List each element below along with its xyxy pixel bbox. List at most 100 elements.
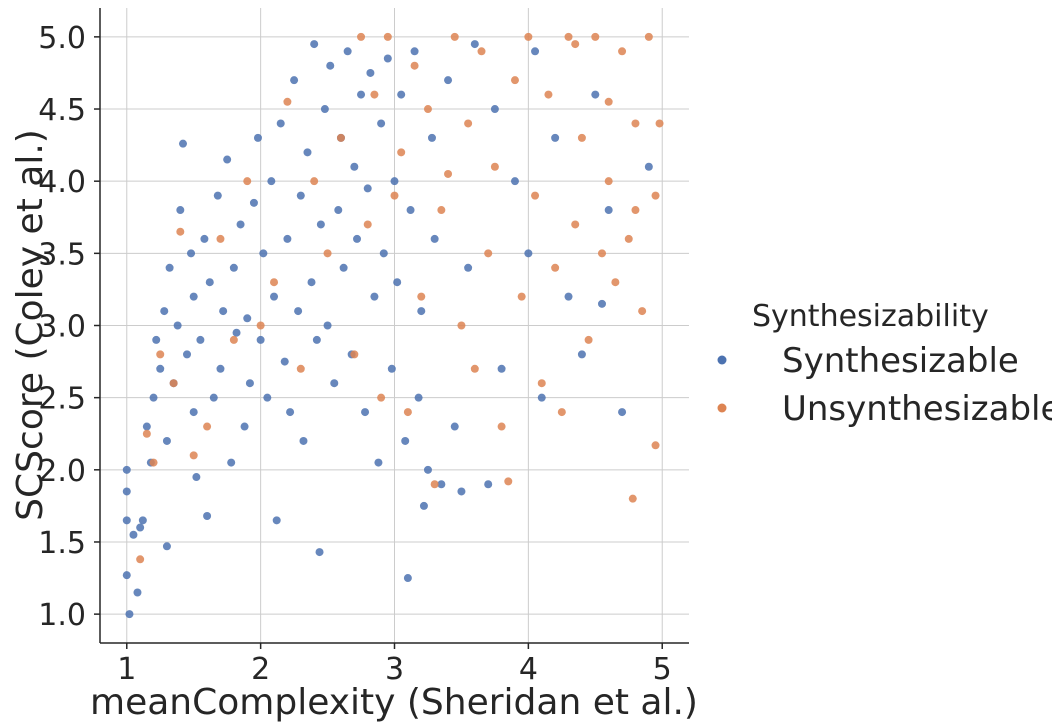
point-synthesizable (152, 335, 161, 344)
point-synthesizable (390, 177, 399, 186)
point-unsynthesizable (203, 422, 212, 431)
point-synthesizable (470, 40, 479, 49)
point-unsynthesizable (397, 148, 406, 157)
point-synthesizable (406, 206, 415, 215)
point-synthesizable (307, 278, 316, 287)
point-unsynthesizable (410, 61, 419, 70)
y-tick-label: 2.5 (38, 382, 86, 417)
point-synthesizable (138, 516, 147, 525)
point-synthesizable (387, 364, 396, 373)
point-synthesizable (299, 436, 308, 445)
legend: Synthesizability Synthesizable Unsynthesi… (717, 299, 1052, 429)
y-tick-label: 3.0 (38, 310, 86, 345)
point-synthesizable (350, 162, 359, 171)
point-unsynthesizable (638, 307, 647, 316)
point-synthesizable (205, 278, 214, 287)
point-synthesizable (604, 206, 613, 215)
point-synthesizable (393, 278, 402, 287)
point-unsynthesizable (564, 32, 573, 41)
point-synthesizable (213, 191, 222, 200)
grid-lines (100, 8, 689, 643)
x-tick-label: 1 (117, 652, 136, 687)
point-synthesizable (444, 76, 453, 85)
point-synthesizable (357, 90, 366, 99)
point-unsynthesizable (310, 177, 319, 186)
point-unsynthesizable (577, 133, 586, 142)
x-tick-label: 4 (519, 652, 538, 687)
point-synthesizable (259, 249, 268, 258)
point-synthesizable (227, 458, 236, 467)
point-synthesizable (280, 357, 289, 366)
point-synthesizable (236, 220, 245, 229)
point-synthesizable (125, 610, 134, 619)
point-unsynthesizable (597, 249, 606, 258)
x-tick-label: 3 (385, 652, 404, 687)
point-unsynthesizable (437, 206, 446, 215)
point-synthesizable (187, 249, 196, 258)
point-synthesizable (437, 480, 446, 489)
point-synthesizable (618, 408, 627, 417)
point-unsynthesizable (216, 234, 225, 243)
point-unsynthesizable (283, 97, 292, 106)
point-synthesizable (339, 263, 348, 272)
y-tick-label: 4.5 (38, 93, 86, 128)
point-synthesizable (397, 90, 406, 99)
point-synthesizable (410, 47, 419, 56)
point-synthesizable (129, 530, 138, 539)
point-synthesizable (320, 105, 329, 114)
point-synthesizable (229, 263, 238, 272)
point-unsynthesizable (336, 133, 345, 142)
point-synthesizable (249, 198, 258, 207)
point-unsynthesizable (189, 451, 198, 460)
point-synthesizable (315, 548, 324, 557)
point-synthesizable (209, 393, 218, 402)
point-unsynthesizable (430, 480, 439, 489)
point-synthesizable (537, 393, 546, 402)
point-unsynthesizable (557, 408, 566, 417)
point-synthesizable (343, 47, 352, 56)
point-synthesizable (564, 292, 573, 301)
point-unsynthesizable (571, 40, 580, 49)
legend-label-synthesizable: Synthesizable (782, 341, 1019, 381)
y-tick-label: 1.5 (38, 526, 86, 561)
point-unsynthesizable (403, 408, 412, 417)
point-synthesizable (149, 393, 158, 402)
point-unsynthesizable (357, 32, 366, 41)
legend-label-unsynthesizable: Unsynthesizable (782, 389, 1052, 429)
point-synthesizable (267, 177, 276, 186)
point-synthesizable (417, 307, 426, 316)
point-synthesizable (133, 588, 142, 597)
point-unsynthesizable (651, 441, 660, 450)
point-synthesizable (276, 119, 285, 128)
point-synthesizable (176, 206, 185, 215)
point-synthesizable (577, 350, 586, 359)
point-unsynthesizable (444, 169, 453, 178)
point-unsynthesizable (604, 97, 613, 106)
point-synthesizable (361, 408, 370, 417)
point-synthesizable (165, 263, 174, 272)
point-unsynthesizable (256, 321, 265, 330)
point-synthesizable (591, 90, 600, 99)
point-synthesizable (290, 76, 299, 85)
point-synthesizable (363, 184, 372, 193)
y-tick-label: 5.0 (38, 21, 86, 56)
point-unsynthesizable (604, 177, 613, 186)
point-unsynthesizable (149, 458, 158, 467)
point-synthesizable (374, 458, 383, 467)
point-unsynthesizable (142, 429, 151, 438)
point-unsynthesizable (484, 249, 493, 258)
point-unsynthesizable (229, 335, 238, 344)
point-synthesizable (183, 350, 192, 359)
point-unsynthesizable (510, 76, 519, 85)
point-synthesizable (303, 148, 312, 157)
point-unsynthesizable (457, 321, 466, 330)
point-synthesizable (243, 314, 252, 323)
point-synthesizable (136, 523, 145, 532)
x-tick-label: 5 (653, 652, 672, 687)
point-unsynthesizable (323, 249, 332, 258)
point-unsynthesizable (631, 119, 640, 128)
point-synthesizable (270, 292, 279, 301)
point-unsynthesizable (176, 227, 185, 236)
point-synthesizable (122, 465, 131, 474)
